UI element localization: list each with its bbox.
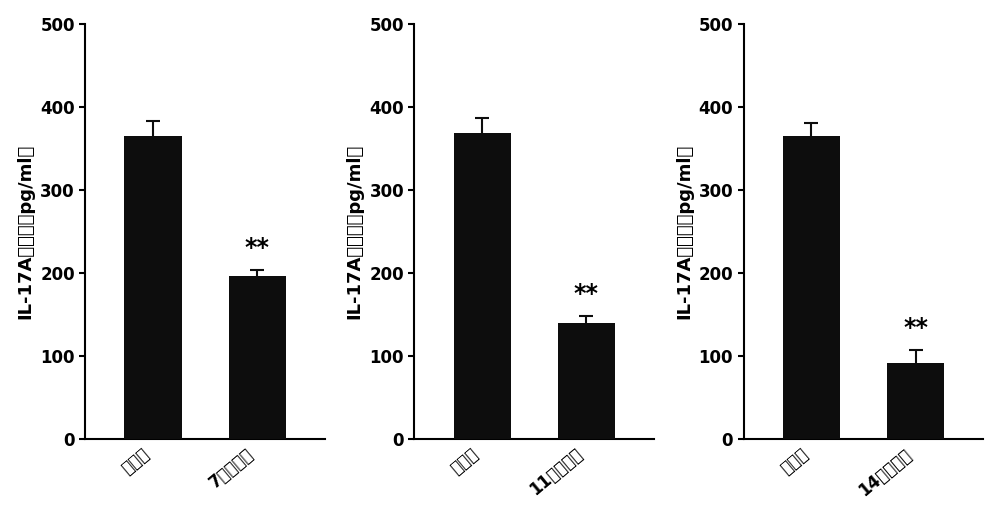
Bar [783,136,840,440]
Bar [558,323,615,440]
Y-axis label: IL-17A的浓度（pg/ml）: IL-17A的浓度（pg/ml） [346,144,364,319]
Bar [887,363,944,440]
Bar [124,136,182,440]
Y-axis label: IL-17A的浓度（pg/ml）: IL-17A的浓度（pg/ml） [17,144,35,319]
Text: **: ** [903,316,928,341]
Bar [229,276,286,440]
Bar [454,134,511,440]
Text: **: ** [574,282,599,307]
Text: **: ** [245,236,270,260]
Y-axis label: IL-17A的浓度（pg/ml）: IL-17A的浓度（pg/ml） [675,144,693,319]
